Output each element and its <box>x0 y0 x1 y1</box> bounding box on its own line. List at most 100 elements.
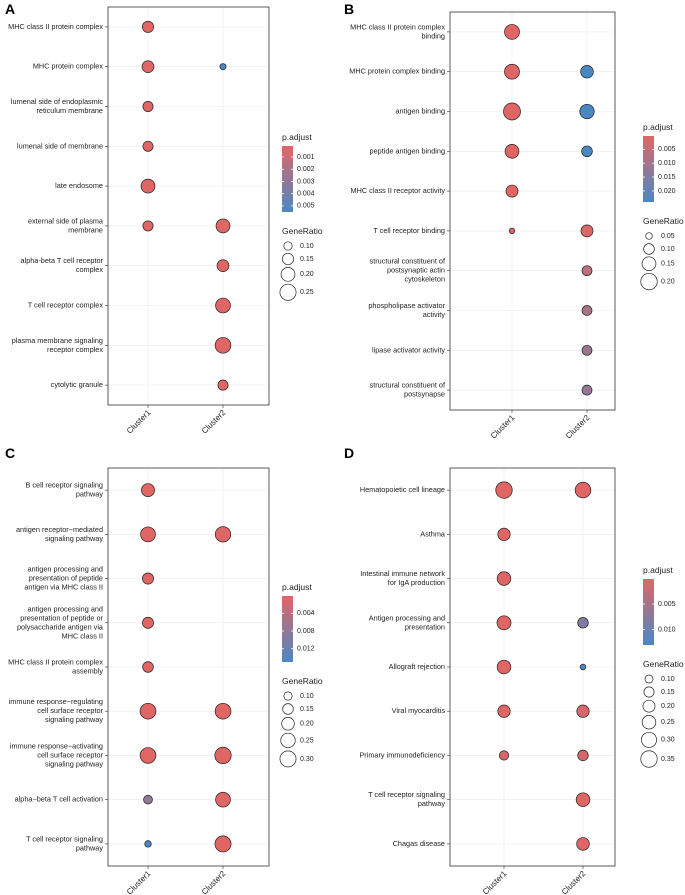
y-tick-label: structural constituent of postsynapse <box>370 381 446 399</box>
color-tick-label: 0.004 <box>297 610 315 617</box>
size-key-circle <box>280 267 296 282</box>
color-legend-title: p.adjust <box>282 132 312 142</box>
data-point <box>497 527 511 541</box>
data-point <box>139 702 157 720</box>
data-point <box>214 835 232 853</box>
color-tick-label: 0.004 <box>297 191 315 198</box>
data-point <box>498 750 510 761</box>
y-tick-label: Hematopoietic cell lineage <box>360 485 445 494</box>
size-key-label: 0.35 <box>661 756 675 763</box>
x-tick-label: Cluster2 <box>200 408 228 436</box>
y-tick-label: T cell receptor signaling pathway <box>368 790 445 808</box>
size-key-label: 0.20 <box>300 721 314 728</box>
size-key-label: 0.20 <box>661 278 675 285</box>
y-tick-label: B cell receptor signaling pathway <box>26 481 104 499</box>
x-tick-label: Cluster1 <box>125 408 153 436</box>
size-key-label: 0.15 <box>300 256 314 263</box>
size-key-circle <box>280 732 296 749</box>
size-key-label: 0.10 <box>661 246 675 253</box>
color-bar <box>643 579 654 645</box>
size-key-label: 0.20 <box>300 271 314 278</box>
y-tick-label: immune response−regulating cell surface r… <box>9 697 104 724</box>
size-key-label: 0.30 <box>661 737 675 744</box>
color-tick-label: 0.002 <box>297 166 315 173</box>
y-tick-label: lumenal side of endoplasmic reticulum mem… <box>11 97 103 115</box>
y-tick-label: phospholipase activator activity <box>368 301 445 319</box>
data-point <box>217 379 229 391</box>
data-point <box>495 481 513 499</box>
panel-d: D Hematopoietic cell lineage Asthma Intesti… <box>344 445 684 895</box>
data-point <box>142 661 154 673</box>
y-tick-label: Primary immunodeficiency <box>359 750 445 759</box>
panel-letter: D <box>344 445 354 461</box>
y-tick-label: antigen binding <box>396 106 446 115</box>
data-point <box>139 747 157 764</box>
size-key-circle <box>645 232 653 240</box>
data-point <box>581 265 593 277</box>
size-key-circle <box>641 715 657 730</box>
color-bar <box>282 596 293 662</box>
y-tick-label: MHC class II receptor activity <box>351 186 446 195</box>
y-tick-label: late endosome <box>55 181 103 190</box>
size-key-label: 0.20 <box>661 703 675 710</box>
data-point <box>580 65 594 79</box>
data-point <box>141 483 155 498</box>
color-tick-label: 0.005 <box>658 601 676 608</box>
data-point <box>579 663 587 671</box>
data-point <box>215 791 231 808</box>
size-key-label: 0.30 <box>300 756 314 763</box>
y-tick-label: Chagas disease <box>393 839 445 848</box>
size-legend-title: GeneRatio <box>282 676 323 686</box>
color-tick-label: 0.005 <box>658 146 676 153</box>
y-tick-label: lumenal side of membrane <box>17 141 103 150</box>
data-point <box>214 746 232 764</box>
size-legend-title: GeneRatio <box>282 226 323 236</box>
y-tick-label: alpha-beta T cell receptor complex <box>21 256 104 274</box>
y-tick-label: T cell receptor complex <box>28 300 104 309</box>
data-point <box>141 60 155 73</box>
y-tick-label: Viral myocarditis <box>392 706 446 715</box>
y-tick-label: MHC class II protein complex binding <box>350 22 445 40</box>
y-tick-label: external side of plasma membrane <box>28 216 104 234</box>
y-tick-label: antigen processing and presentation of pe… <box>24 564 103 591</box>
data-point <box>581 305 593 316</box>
data-point <box>505 184 519 198</box>
color-tick-label: 0.015 <box>658 174 676 181</box>
data-point <box>215 218 231 234</box>
y-tick-label: Asthma <box>420 529 446 538</box>
y-tick-label: lipase activator activity <box>372 345 445 354</box>
data-point <box>497 704 511 718</box>
color-bar <box>643 136 654 202</box>
size-key-circle <box>281 716 295 731</box>
size-key-label: 0.10 <box>661 676 675 683</box>
data-point <box>219 63 227 71</box>
panel-a: A MHC class II protein complex MHC protein… <box>5 1 323 435</box>
size-key-label: 0.25 <box>300 289 314 296</box>
color-tick-label: 0.005 <box>297 203 315 210</box>
x-tick-label: Cluster1 <box>125 869 153 895</box>
data-point <box>504 63 520 80</box>
y-tick-label: cytolytic granule <box>51 380 103 389</box>
data-point <box>575 792 591 807</box>
y-tick-label: structural constituent of postsynaptic ac… <box>370 257 446 284</box>
data-point <box>142 616 154 629</box>
x-tick-label: Cluster2 <box>560 869 588 895</box>
data-point <box>576 837 590 851</box>
plot-frame <box>449 11 616 411</box>
size-key-circle <box>283 691 293 701</box>
y-tick-label: T cell receptor binding <box>373 226 445 235</box>
data-point <box>504 24 520 40</box>
color-legend-title: p.adjust <box>643 122 673 132</box>
data-point <box>581 145 593 158</box>
panel-letter: C <box>5 445 15 461</box>
color-legend-title: p.adjust <box>643 565 673 575</box>
color-tick-label: 0.010 <box>658 160 676 167</box>
size-key-label: 0.05 <box>661 233 675 240</box>
data-point <box>581 384 593 396</box>
size-key-label: 0.15 <box>661 689 675 696</box>
y-tick-label: T cell receptor signaling pathway <box>26 834 103 852</box>
data-point <box>215 297 231 314</box>
panel-letter: B <box>344 1 354 17</box>
size-key-circle <box>282 703 294 715</box>
